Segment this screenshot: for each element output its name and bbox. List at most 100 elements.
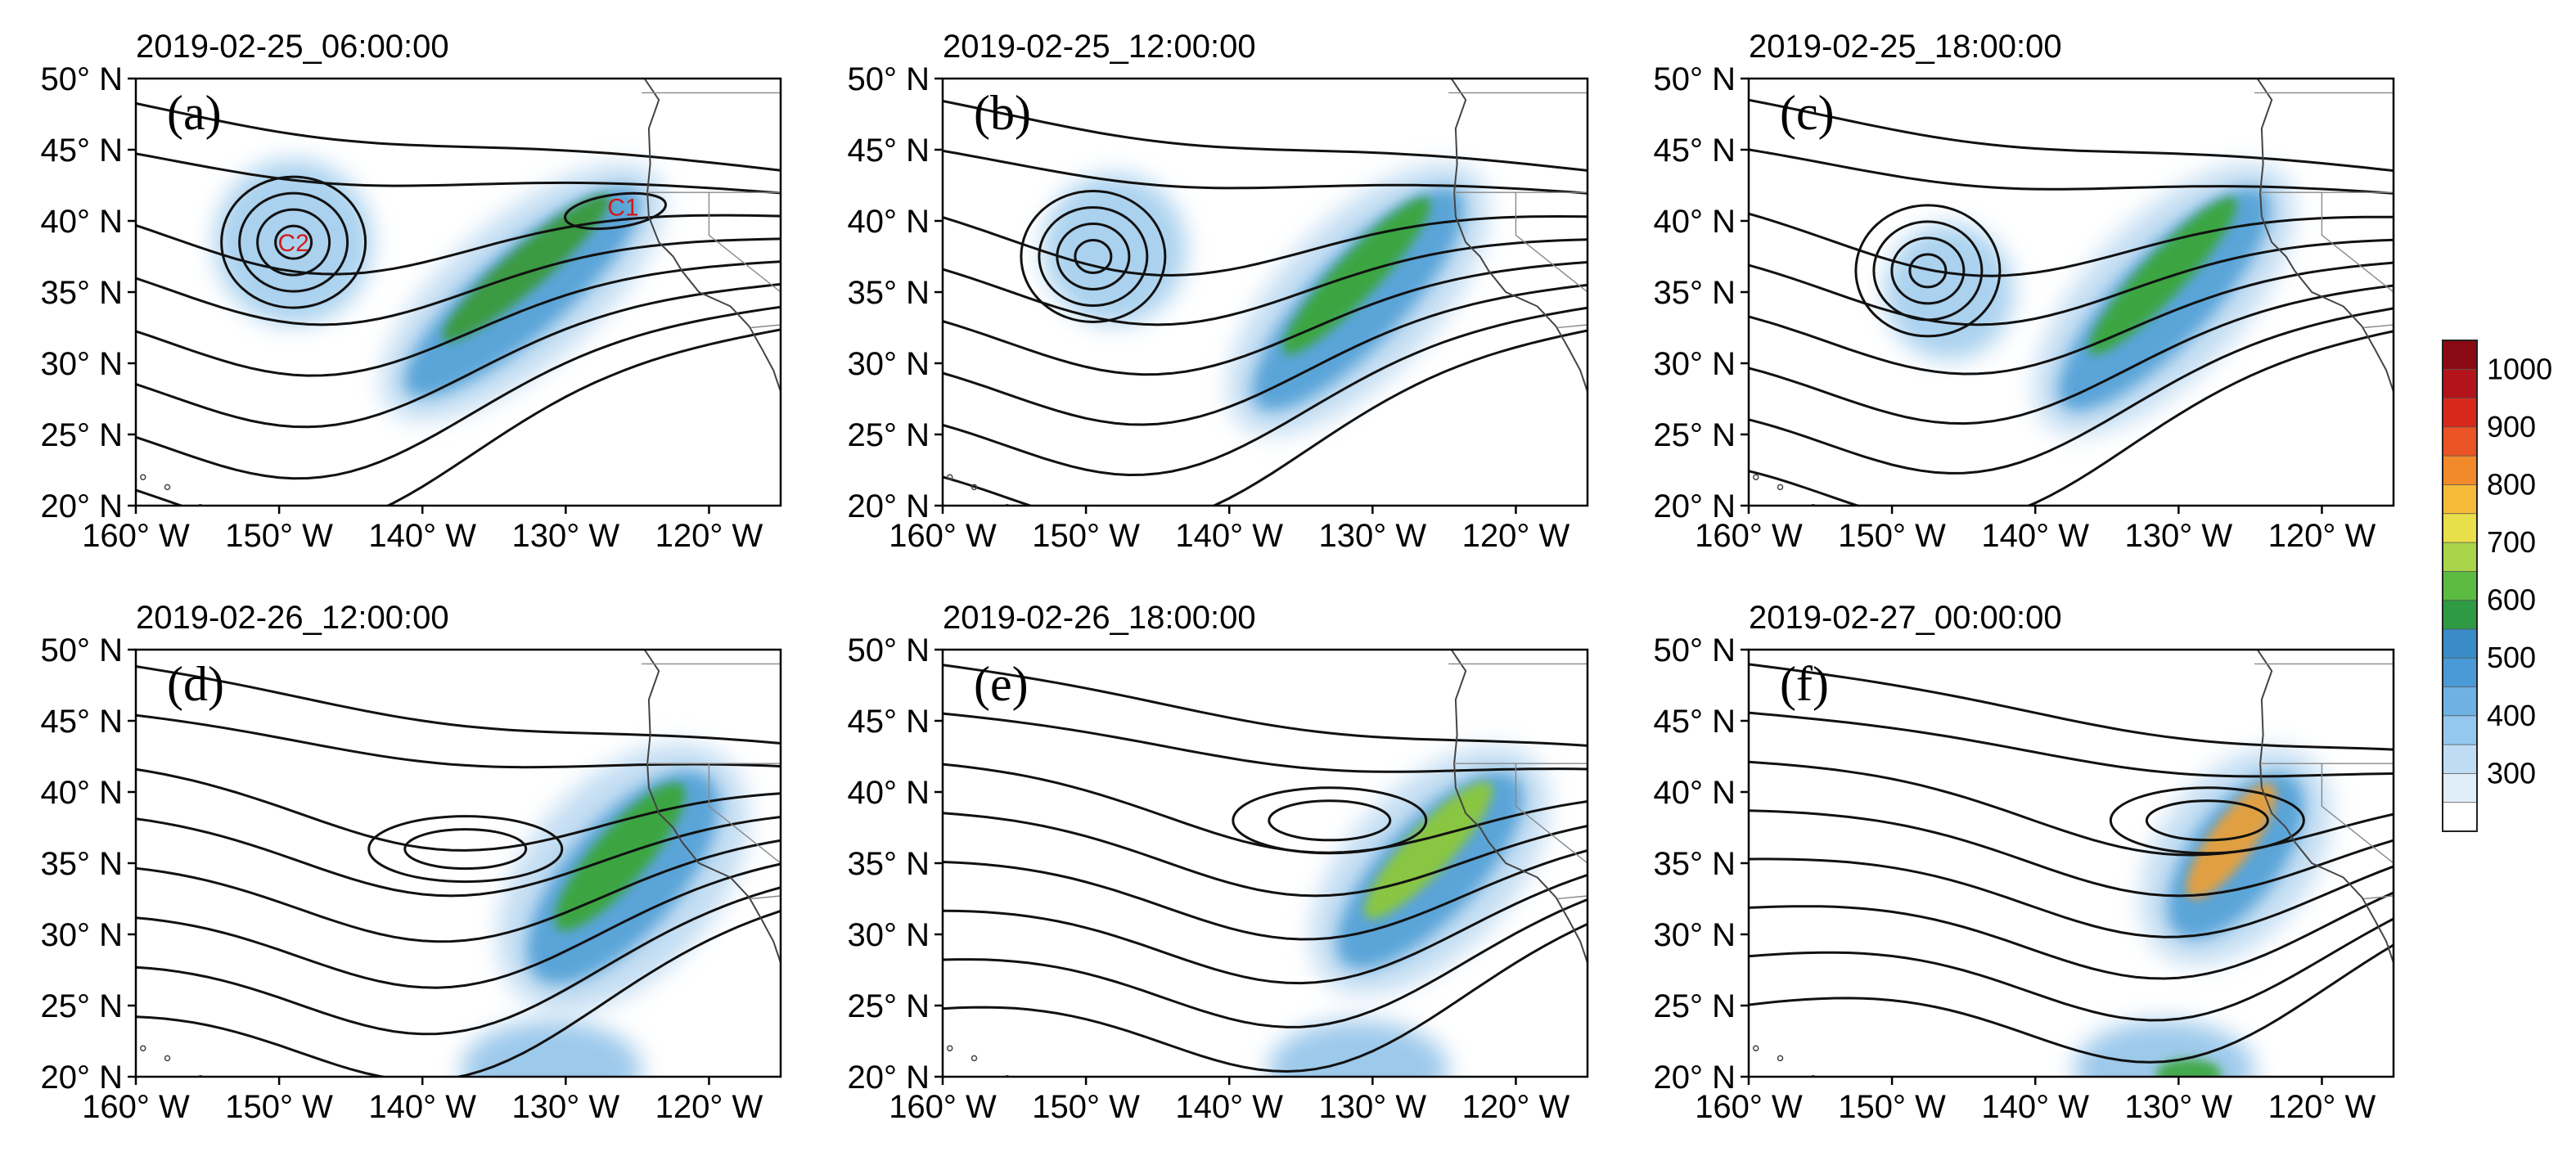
y-tick-label: 30° N: [1654, 917, 1736, 953]
cyclone-label-c1: C1: [607, 195, 638, 222]
height-contours: [1749, 98, 2394, 506]
y-tick-label: 40° N: [41, 204, 124, 240]
x-tick-label: 150° W: [1838, 1089, 1946, 1125]
y-tick-label: 25° N: [848, 988, 930, 1024]
height-contours: [943, 99, 1587, 506]
y-tick-label: 20° N: [848, 1060, 930, 1096]
y-tick-label: 30° N: [41, 346, 124, 382]
height-contours: [1749, 663, 2394, 1064]
colorbar-swatch: [2442, 715, 2478, 746]
colorbar-label: 500: [2487, 641, 2536, 674]
colorbar-swatch: [2442, 802, 2478, 832]
y-tick-label: 30° N: [848, 346, 930, 382]
x-tick-label: 130° W: [1319, 1089, 1427, 1125]
colorbar-swatch: [2442, 542, 2478, 573]
panel-letter: (a): [167, 86, 222, 140]
x-tick-label: 150° W: [225, 518, 333, 554]
coastline: [2256, 79, 2394, 393]
coastline: [1450, 650, 1587, 964]
map-panel-f: 50° N 45° N 40° N 35° N 30° N 25° N 20° N160° …: [1654, 600, 2395, 1125]
colorbar-swatch: [2442, 340, 2478, 371]
x-tick-label: 120° W: [2268, 1089, 2376, 1125]
colorbar-swatch: [2442, 600, 2478, 630]
x-tick-label: 150° W: [1032, 518, 1140, 554]
panel-timestamp: 2019-02-25_06:00:00: [136, 29, 449, 65]
y-tick-label: 40° N: [1654, 204, 1736, 240]
y-tick-label: 40° N: [41, 775, 124, 811]
colorbar-swatch: [2442, 368, 2478, 399]
ivt-shading: [1268, 746, 1549, 1077]
y-tick-label: 35° N: [1654, 846, 1736, 882]
x-tick-label: 160° W: [889, 1089, 997, 1125]
x-tick-label: 120° W: [655, 1089, 763, 1125]
y-tick-label: 45° N: [41, 133, 124, 169]
colorbar-label: 600: [2487, 583, 2536, 617]
y-tick-label: 20° N: [1654, 1060, 1736, 1096]
colorbar-swatch: [2442, 513, 2478, 543]
y-tick-label: 35° N: [848, 275, 930, 311]
map-panel-c: 50° N 45° N 40° N 35° N 30° N 25° N 20° N160° …: [1654, 29, 2395, 554]
colorbar-label: 800: [2487, 467, 2536, 501]
x-tick-label: 120° W: [655, 518, 763, 554]
colorbar-label: 400: [2487, 699, 2536, 732]
colorbar-swatch: [2442, 744, 2478, 775]
coastline: [643, 650, 781, 964]
panel-letter: (e): [974, 657, 1029, 711]
x-tick-label: 160° W: [889, 518, 997, 554]
colorbar-swatch: [2442, 484, 2478, 515]
ivt-colorbar: 1000 900 800 700 600 500 400 300: [2442, 340, 2552, 832]
panel-timestamp: 2019-02-26_12:00:00: [136, 600, 449, 636]
x-tick-label: 150° W: [1838, 518, 1946, 554]
colorbar-swatch: [2442, 398, 2478, 428]
x-tick-label: 120° W: [2268, 518, 2376, 554]
colorbar-label: 900: [2487, 410, 2536, 443]
x-tick-label: 130° W: [2125, 1089, 2233, 1125]
colorbar-swatch: [2442, 628, 2478, 659]
y-tick-label: 35° N: [41, 846, 124, 882]
y-tick-label: 25° N: [1654, 417, 1736, 453]
panel-timestamp: 2019-02-25_12:00:00: [943, 29, 1256, 65]
map-panel-e: 50° N 45° N 40° N 35° N 30° N 25° N 20° N160° …: [848, 600, 1589, 1125]
panel-letter: (f): [1780, 657, 1829, 711]
x-tick-label: 160° W: [82, 1089, 190, 1125]
y-tick-label: 40° N: [848, 775, 930, 811]
x-tick-label: 140° W: [1175, 518, 1283, 554]
y-tick-label: 30° N: [1654, 346, 1736, 382]
x-tick-label: 140° W: [1981, 1089, 2089, 1125]
panel-letter: (b): [974, 86, 1031, 140]
y-tick-label: 20° N: [1654, 488, 1736, 524]
x-tick-label: 150° W: [225, 1089, 333, 1125]
y-tick-label: 30° N: [41, 917, 124, 953]
y-tick-label: 20° N: [41, 488, 124, 524]
y-tick-label: 30° N: [848, 917, 930, 953]
panel-timestamp: 2019-02-27_00:00:00: [1749, 600, 2062, 636]
y-tick-label: 45° N: [1654, 704, 1736, 740]
x-tick-label: 130° W: [512, 1089, 620, 1125]
y-tick-label: 25° N: [1654, 988, 1736, 1024]
map-panel-b: 50° N 45° N 40° N 35° N 30° N 25° N 20° N160° …: [848, 29, 1589, 554]
y-tick-label: 20° N: [41, 1060, 124, 1096]
colorbar-swatch: [2442, 773, 2478, 803]
coastline: [2256, 650, 2394, 964]
y-tick-label: 25° N: [848, 417, 930, 453]
height-contours: [136, 664, 781, 1077]
y-tick-label: 50° N: [1654, 632, 1736, 668]
x-tick-label: 160° W: [1695, 518, 1803, 554]
y-tick-label: 45° N: [1654, 133, 1736, 169]
y-tick-label: 50° N: [848, 61, 930, 97]
y-tick-label: 20° N: [848, 488, 930, 524]
y-tick-label: 40° N: [1654, 775, 1736, 811]
colorbar-label: 700: [2487, 525, 2536, 559]
y-tick-label: 40° N: [848, 204, 930, 240]
y-tick-label: 35° N: [848, 846, 930, 882]
height-contours: [943, 664, 1587, 1073]
y-tick-label: 35° N: [1654, 275, 1736, 311]
x-tick-label: 130° W: [2125, 518, 2233, 554]
y-tick-label: 35° N: [41, 275, 124, 311]
x-tick-label: 120° W: [1462, 518, 1570, 554]
colorbar-label: 300: [2487, 756, 2536, 790]
colorbar-swatch: [2442, 570, 2478, 601]
x-tick-label: 140° W: [368, 1089, 476, 1125]
x-tick-label: 140° W: [1981, 518, 2089, 554]
